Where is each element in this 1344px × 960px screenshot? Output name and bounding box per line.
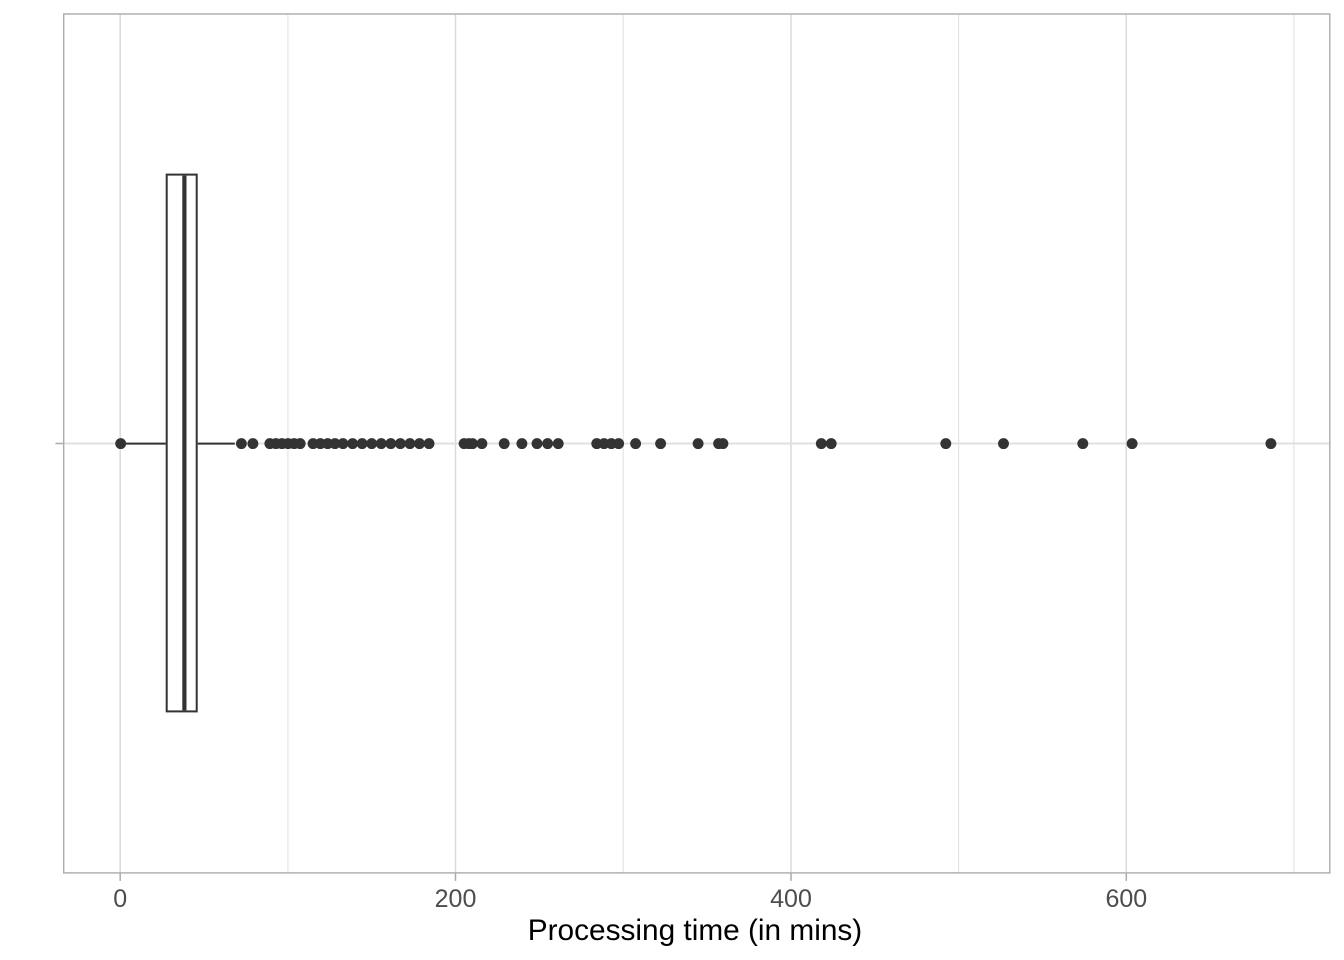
svg-text:600: 600 [1105, 885, 1147, 913]
svg-text:Processing time (in mins): Processing time (in mins) [528, 914, 862, 947]
svg-text:0: 0 [113, 885, 127, 913]
svg-text:400: 400 [770, 885, 812, 913]
svg-text:200: 200 [435, 885, 477, 913]
